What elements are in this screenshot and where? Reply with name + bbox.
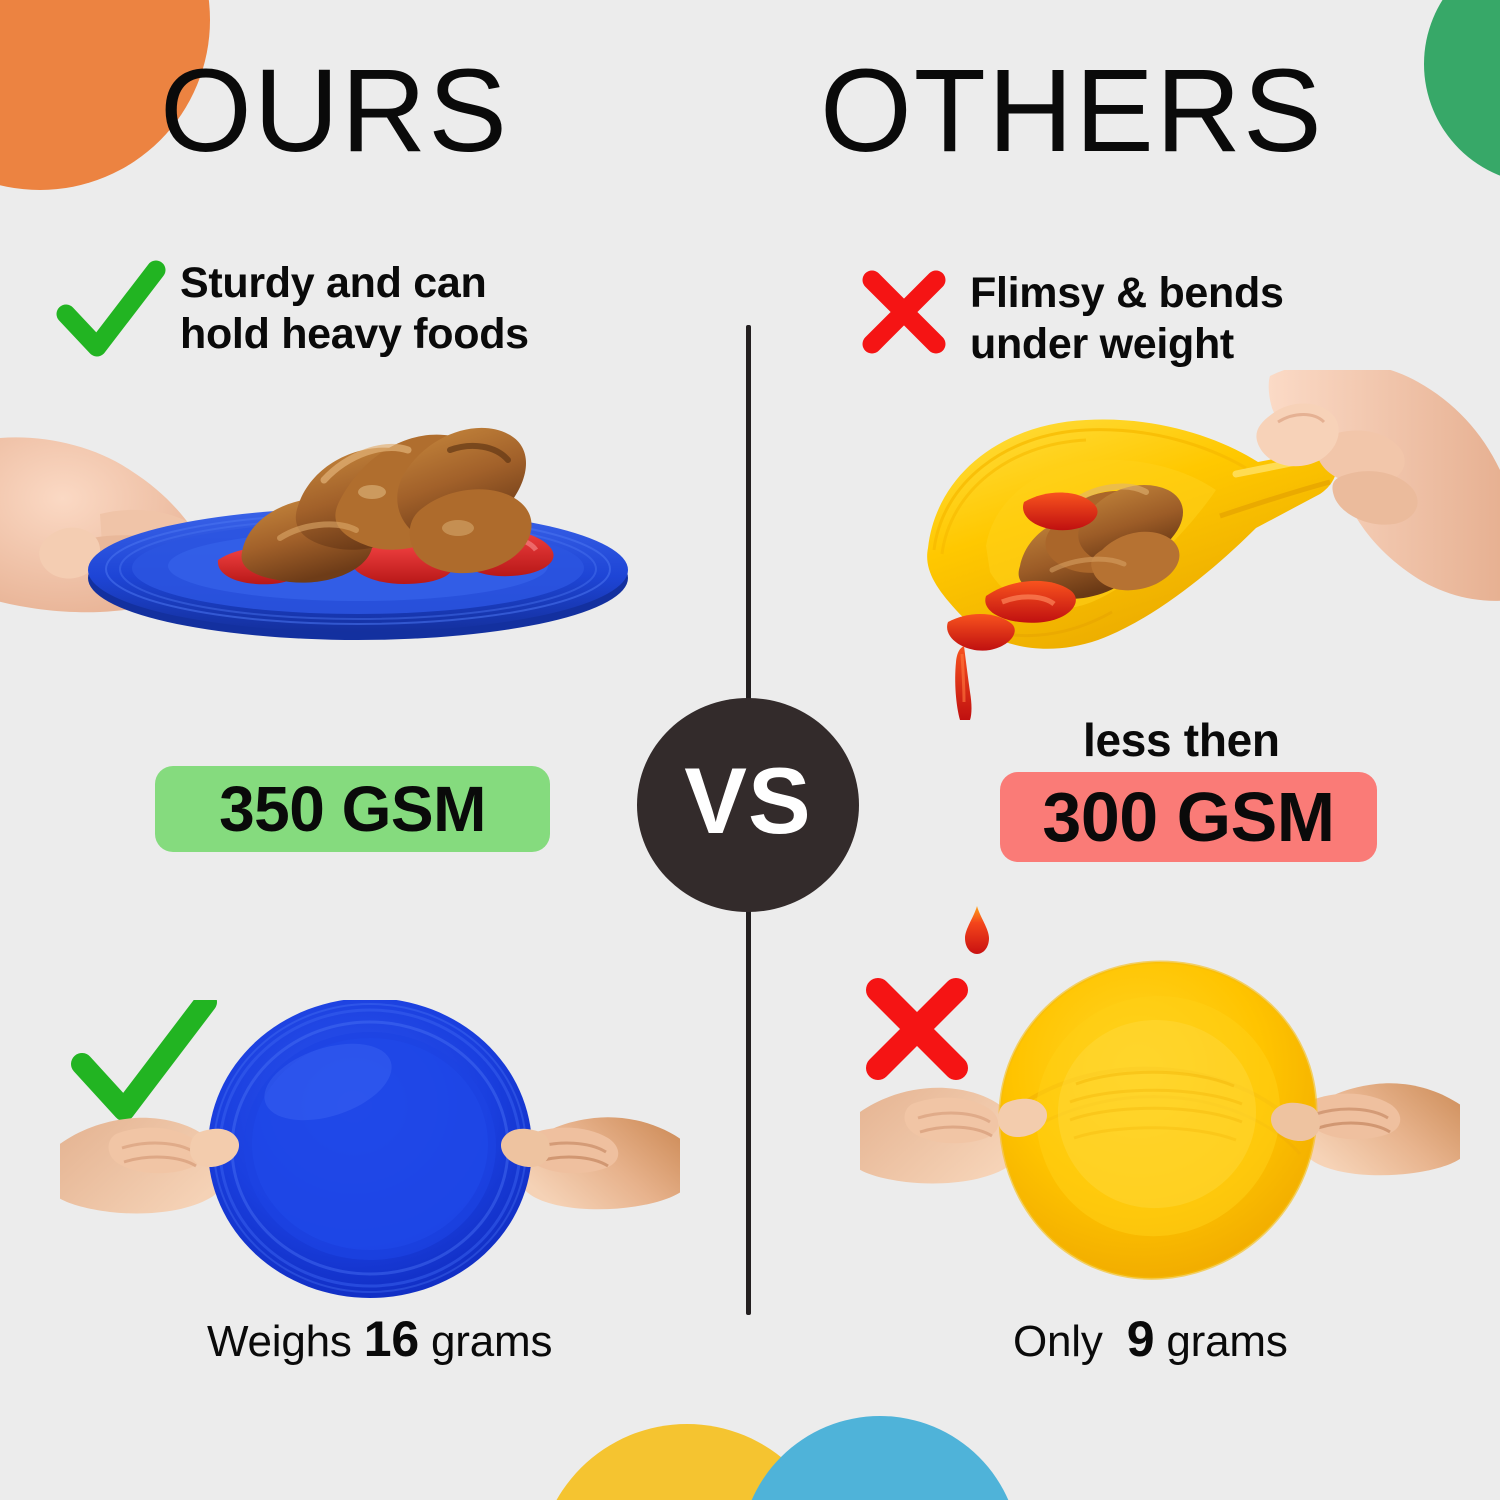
weight-caption-ours: Weighs 16 grams xyxy=(207,1310,552,1368)
decor-circle-green xyxy=(1424,0,1500,184)
cross-icon-bottom xyxy=(866,978,968,1080)
feature-text-others: Flimsy & bends under weight xyxy=(970,269,1284,368)
weight-prefix-others: Only xyxy=(1013,1317,1127,1366)
column-title-ours: OURS xyxy=(160,45,509,177)
feature-row-ours: Sturdy and can hold heavy foods xyxy=(48,240,529,374)
sauce-drop-icon xyxy=(962,905,992,955)
feature-row-others: Flimsy & bends under weight xyxy=(852,258,1284,369)
check-icon xyxy=(48,248,174,374)
weight-number-ours: 16 xyxy=(363,1311,419,1367)
check-icon-bottom xyxy=(71,1000,217,1121)
scene-sturdy-plate-with-food xyxy=(0,388,640,688)
gsm-badge-ours: 350 GSM xyxy=(155,766,550,852)
decor-circle-blue xyxy=(740,1416,1020,1500)
column-title-others: OTHERS xyxy=(820,45,1324,177)
scene-rigid-blue-plate xyxy=(60,1000,680,1300)
weight-caption-others: Only 9 grams xyxy=(1013,1310,1288,1368)
cross-icon xyxy=(852,260,956,364)
weight-prefix-ours: Weighs xyxy=(207,1317,364,1366)
less-then-label: less then xyxy=(1083,714,1280,766)
scene-flexing-yellow-plate xyxy=(860,960,1460,1290)
gsm-badge-others: 300 GSM xyxy=(1000,772,1377,862)
vs-label: VS xyxy=(684,748,812,853)
weight-number-others: 9 xyxy=(1126,1311,1155,1367)
feature-text-ours: Sturdy and can hold heavy foods xyxy=(180,259,529,358)
vs-badge: VS xyxy=(637,698,859,912)
scene-flimsy-plate-bending xyxy=(890,370,1500,720)
weight-suffix-others: grams xyxy=(1154,1317,1288,1366)
weight-suffix-ours: grams xyxy=(418,1317,553,1366)
